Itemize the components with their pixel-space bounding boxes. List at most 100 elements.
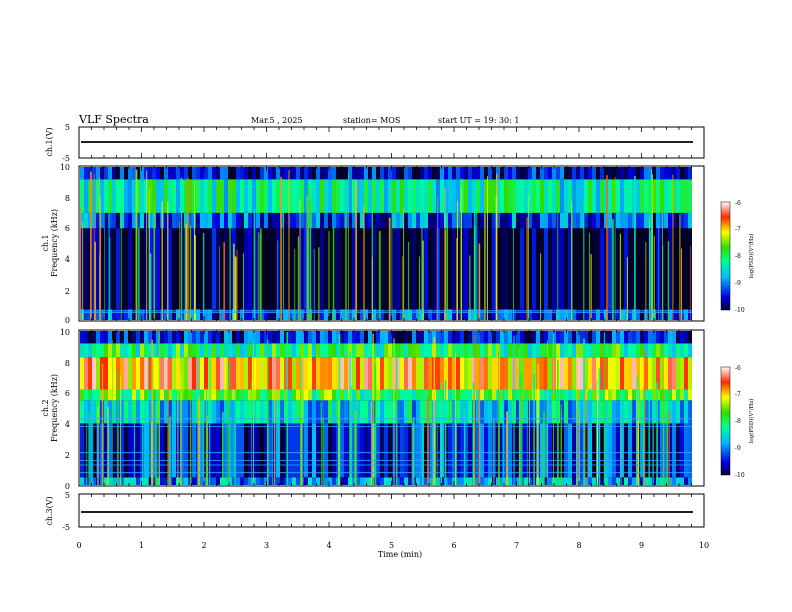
ch1-band-cell (268, 167, 273, 180)
ch2-band-cell (256, 343, 261, 358)
ch2-band-cell (424, 400, 429, 424)
ch1-band-cell (524, 228, 529, 310)
ch2-band-cell (212, 343, 217, 358)
ch1-band-cell (264, 212, 269, 229)
ch1-band-cell (640, 228, 645, 310)
ch1-band-cell (636, 212, 641, 229)
ch2-band-cell (152, 389, 157, 401)
ch2-band-cell (164, 423, 169, 478)
ch1-band-cell (432, 167, 437, 180)
ch2-band-cell (180, 331, 185, 344)
ch2-band-cell (644, 477, 649, 485)
ch1-band-cell (428, 167, 433, 180)
ch2-band-cell (220, 389, 225, 401)
ch1-band-cell (596, 167, 601, 180)
ch2-band-cell (312, 357, 317, 390)
ch1-band-cell (656, 212, 661, 229)
ch2-band-cell (496, 331, 501, 344)
ch2-band-cell (628, 357, 633, 390)
ch2-band-cell (96, 343, 101, 358)
ch2-band-cell (640, 477, 645, 485)
ch2-band-cell (524, 423, 529, 478)
ch2-band-cell (436, 357, 441, 390)
ch1-band-cell (156, 167, 161, 180)
ch1-band-cell (340, 212, 345, 229)
ch2-band-cell (480, 400, 485, 424)
ch1-band-cell (536, 167, 541, 180)
ch2-band-cell (120, 357, 125, 390)
time-tick-label-10: 10 (699, 541, 709, 550)
ch1-band-cell (340, 228, 345, 310)
ch2-band-cell (188, 331, 193, 344)
ch2-band-cell (320, 343, 325, 358)
ch2-band-cell (412, 331, 417, 344)
ch2-ytick-6: 6 (65, 389, 70, 398)
ch2-band-cell (344, 331, 349, 344)
ch1-band-cell (664, 167, 669, 180)
ch2-band-cell (628, 423, 633, 478)
ch1-band-cell (224, 179, 229, 213)
ch2-band-cell (192, 357, 197, 390)
ch2-band-cell (168, 389, 173, 401)
ch1-band-cell (592, 167, 597, 180)
ch2-band-cell (668, 423, 673, 478)
ch2-band-cell (260, 477, 265, 485)
ch2-band-cell (436, 331, 441, 344)
ch2-band-cell (176, 343, 181, 358)
ch2-band-cell (608, 423, 613, 478)
ch2-band-cell (476, 389, 481, 401)
ch2-band-cell (244, 389, 249, 401)
ch1-band-cell (620, 167, 625, 180)
ch2-band-cell (352, 343, 357, 358)
ch1-band-cell (516, 309, 521, 320)
ch1-band-cell (688, 212, 692, 229)
ch2-band-cell (180, 477, 185, 485)
ch2-band-cell (640, 357, 645, 390)
ch2-band-cell (460, 423, 465, 478)
ch2-band-cell (588, 357, 593, 390)
ch1-band-cell (80, 309, 85, 320)
ch1-band-cell (392, 167, 397, 180)
ch3-voltage-frame (78, 493, 705, 528)
ch2-band-cell (160, 389, 165, 401)
ch1-band-cell (308, 167, 313, 180)
ch1-band-cell (444, 167, 449, 180)
ch1-band-cell (688, 167, 692, 180)
ch2-band-cell (112, 477, 117, 485)
ch2-band-cell (184, 400, 189, 424)
ch2-band-cell (472, 331, 477, 344)
ch2-band-cell (360, 400, 365, 424)
ch2-band-cell (652, 423, 657, 478)
ch1-band-cell (292, 309, 297, 320)
ch1-band-cell (568, 309, 573, 320)
ch2-band-cell (424, 423, 429, 478)
ch1-band-cell (248, 179, 253, 213)
ch2-band-cell (240, 400, 245, 424)
ch2-band-cell (404, 477, 409, 485)
ch1-band-cell (304, 212, 309, 229)
ch2-band-cell (468, 389, 473, 401)
ch1-band-cell (224, 309, 229, 320)
ch2-band-cell (304, 400, 309, 424)
ch2-band-cell (648, 477, 653, 485)
ch1-band-cell (104, 309, 109, 320)
ch1-spectrogram (80, 167, 692, 320)
ch1-band-cell (532, 212, 537, 229)
ch2-band-cell (644, 331, 649, 344)
ch2-band-cell (564, 331, 569, 344)
ch1-band-cell (324, 179, 329, 213)
ch2-band-cell (628, 389, 633, 401)
ch2-band-cell (168, 331, 173, 344)
ch2-band-cell (672, 331, 677, 344)
ch1-band-cell (236, 309, 241, 320)
ch1-band-cell (604, 167, 609, 180)
ch2-band-cell (600, 343, 605, 358)
ch2-band-cell (372, 400, 377, 424)
ch2-band-0 (80, 477, 692, 485)
ch1-band-cell (108, 179, 113, 213)
ch1-band-cell (524, 309, 529, 320)
ch2-band-cell (644, 423, 649, 478)
figure-title: VLF Spectra (78, 113, 149, 126)
ch2-band-cell (184, 331, 189, 344)
ch1-band-cell (628, 309, 633, 320)
